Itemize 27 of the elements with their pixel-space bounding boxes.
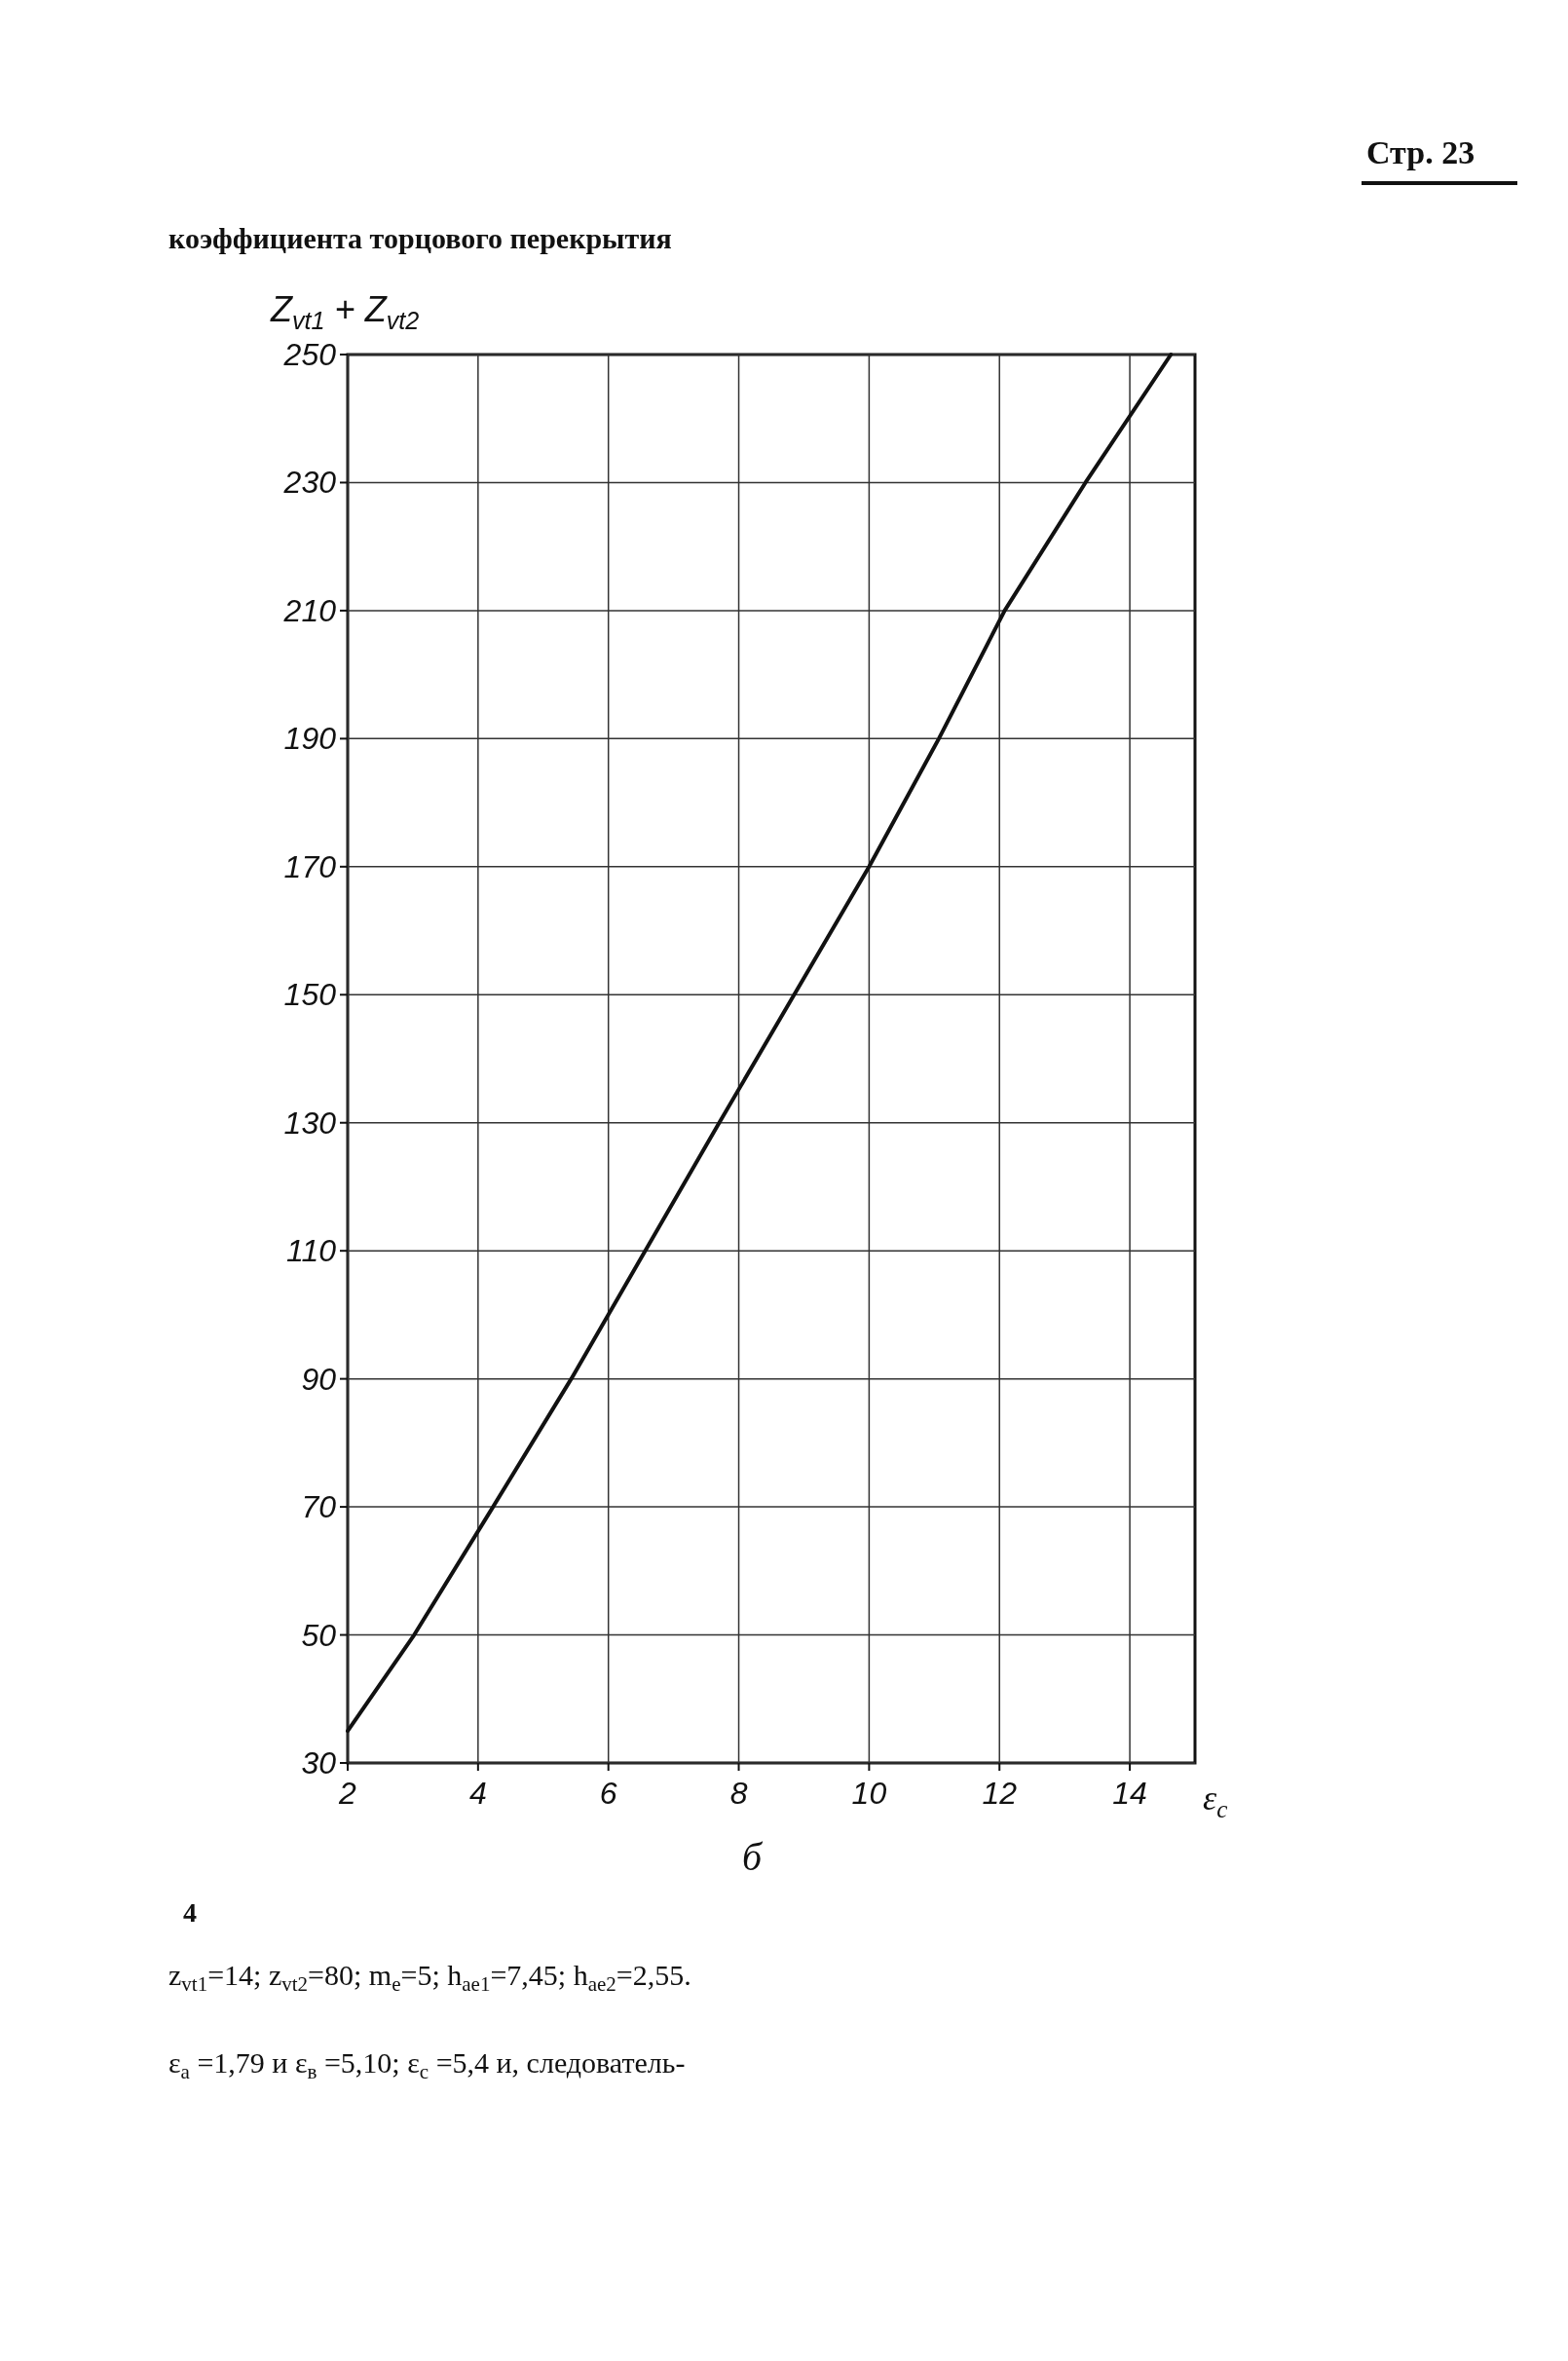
text: z$_{vt1}$=14; z$_{vt2}$=80; m$_{e}$=5; h$_{ae1}$=7,45; h$_{ae2}$=2,55. xyxy=(168,1959,691,1997)
x-tick-label: 4 xyxy=(468,1776,487,1811)
y-tick-label: 30 xyxy=(301,1745,337,1780)
x-tick-label: 2 xyxy=(338,1776,357,1811)
x-tick-label: 8 xyxy=(729,1776,748,1811)
y-tick-label: 90 xyxy=(301,1361,337,1397)
x-tick-label: 6 xyxy=(599,1776,617,1811)
y-tick-label: 170 xyxy=(283,848,337,884)
text: б xyxy=(741,1835,764,1879)
y-tick-label: 150 xyxy=(283,977,337,1013)
y-tick-label: 250 xyxy=(282,337,337,372)
x-axis-title: ε$_{c}$ xyxy=(1203,1779,1228,1822)
y-tick-label: 50 xyxy=(301,1617,337,1653)
y-tick-label: 70 xyxy=(301,1489,337,1525)
x-tick-label: 10 xyxy=(851,1776,887,1811)
x-tick-label: 12 xyxy=(982,1776,1018,1811)
chart-title: коэффициента торцового перекрытия xyxy=(168,222,672,254)
y-tick-label: 110 xyxy=(285,1233,337,1269)
y-tick-label: 210 xyxy=(282,592,337,628)
text: ε$_{a}$ =1,79 и ε$_{в}$ =5,10; ε$_{c}$ =5,4 и, следователь- xyxy=(168,2046,686,2084)
y-tick-label: 190 xyxy=(283,721,337,757)
y-tick-label: 130 xyxy=(283,1105,337,1141)
text: 4 xyxy=(183,1897,197,1928)
text: Стр. 23 xyxy=(1366,134,1475,170)
x-tick-label: 14 xyxy=(1112,1776,1147,1811)
y-tick-label: 230 xyxy=(282,465,337,501)
y-axis-title: Z$_{vt1}$ + Z$_{vt2}$ xyxy=(270,289,420,334)
